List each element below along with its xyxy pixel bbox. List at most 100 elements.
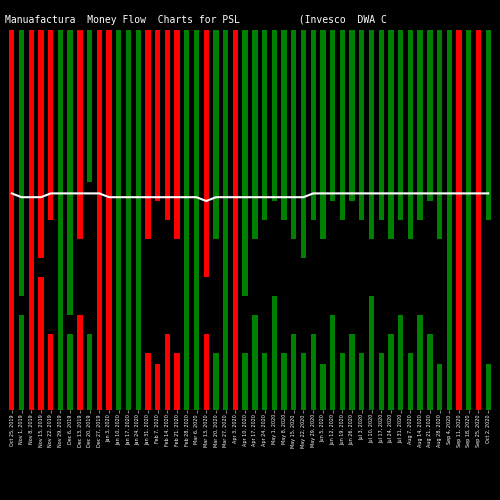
Bar bbox=[128, 30, 130, 353]
Bar bbox=[418, 30, 423, 220]
Bar bbox=[302, 30, 304, 220]
Bar bbox=[408, 353, 413, 410]
Bar bbox=[10, 30, 13, 315]
Bar bbox=[108, 30, 110, 315]
Bar bbox=[378, 30, 384, 220]
Bar bbox=[58, 334, 63, 410]
Bar bbox=[476, 30, 481, 315]
Bar bbox=[68, 30, 73, 315]
Bar bbox=[196, 372, 198, 410]
Bar bbox=[234, 315, 236, 410]
Bar bbox=[215, 30, 217, 201]
Bar bbox=[359, 353, 364, 410]
Bar bbox=[146, 380, 149, 410]
Bar bbox=[136, 30, 141, 315]
Bar bbox=[390, 372, 392, 410]
Bar bbox=[360, 380, 363, 410]
Bar bbox=[155, 30, 160, 201]
Bar bbox=[204, 334, 209, 410]
Bar bbox=[78, 30, 81, 201]
Bar bbox=[262, 30, 268, 220]
Bar bbox=[214, 30, 218, 239]
Bar bbox=[351, 372, 354, 410]
Bar bbox=[68, 334, 73, 410]
Bar bbox=[87, 30, 92, 182]
Bar bbox=[145, 353, 150, 410]
Bar bbox=[20, 30, 22, 258]
Bar bbox=[378, 353, 384, 410]
Bar bbox=[19, 30, 24, 296]
Bar bbox=[137, 353, 140, 410]
Bar bbox=[98, 30, 100, 258]
Bar bbox=[437, 364, 442, 410]
Bar bbox=[370, 30, 372, 201]
Bar bbox=[341, 30, 344, 182]
Bar bbox=[262, 353, 268, 410]
Bar bbox=[301, 30, 306, 258]
Bar bbox=[30, 30, 32, 334]
Bar bbox=[205, 372, 208, 410]
Bar bbox=[254, 353, 256, 410]
Bar bbox=[106, 30, 112, 353]
Bar bbox=[108, 277, 110, 410]
Bar bbox=[264, 380, 266, 410]
Text: Manuafactura  Money Flow  Charts for PSL          (Invesco  DWA C: Manuafactura Money Flow Charts for PSL (… bbox=[5, 15, 387, 25]
Bar bbox=[186, 372, 188, 410]
Bar bbox=[273, 30, 276, 163]
Bar bbox=[428, 372, 431, 410]
Bar bbox=[341, 380, 344, 410]
Bar bbox=[10, 296, 13, 410]
Bar bbox=[205, 30, 208, 239]
Bar bbox=[468, 380, 470, 410]
Bar bbox=[409, 380, 412, 410]
Bar bbox=[40, 315, 42, 410]
Bar bbox=[486, 30, 491, 220]
Bar bbox=[96, 30, 102, 296]
Bar bbox=[19, 315, 24, 410]
Bar bbox=[166, 30, 168, 182]
Bar bbox=[292, 30, 295, 201]
Bar bbox=[224, 30, 227, 296]
Bar bbox=[242, 30, 248, 296]
Bar bbox=[487, 30, 490, 182]
Bar bbox=[438, 391, 441, 410]
Bar bbox=[50, 372, 52, 410]
Bar bbox=[310, 334, 316, 410]
Bar bbox=[184, 30, 190, 353]
Bar bbox=[330, 315, 336, 410]
Bar bbox=[244, 30, 246, 258]
Bar bbox=[446, 334, 452, 410]
Bar bbox=[398, 315, 404, 410]
Bar bbox=[146, 30, 149, 201]
Bar bbox=[350, 30, 355, 201]
Bar bbox=[137, 30, 140, 277]
Bar bbox=[438, 30, 441, 201]
Bar bbox=[369, 30, 374, 239]
Bar bbox=[272, 296, 277, 410]
Bar bbox=[223, 30, 228, 334]
Bar bbox=[48, 30, 54, 220]
Bar bbox=[204, 30, 209, 277]
Bar bbox=[360, 30, 363, 182]
Bar bbox=[88, 30, 91, 144]
Bar bbox=[273, 334, 276, 410]
Bar bbox=[128, 334, 130, 410]
Bar bbox=[468, 30, 470, 353]
Bar bbox=[476, 258, 481, 410]
Bar bbox=[48, 334, 54, 410]
Bar bbox=[242, 353, 248, 410]
Bar bbox=[58, 30, 63, 334]
Bar bbox=[69, 30, 71, 277]
Bar bbox=[40, 30, 42, 220]
Bar bbox=[186, 30, 188, 315]
Bar bbox=[126, 296, 131, 410]
Bar bbox=[418, 315, 423, 410]
Bar bbox=[28, 296, 34, 410]
Bar bbox=[252, 315, 258, 410]
Bar bbox=[88, 372, 91, 410]
Bar bbox=[164, 334, 170, 410]
Bar bbox=[370, 334, 372, 410]
Bar bbox=[291, 334, 296, 410]
Bar bbox=[428, 30, 431, 163]
Bar bbox=[223, 334, 228, 410]
